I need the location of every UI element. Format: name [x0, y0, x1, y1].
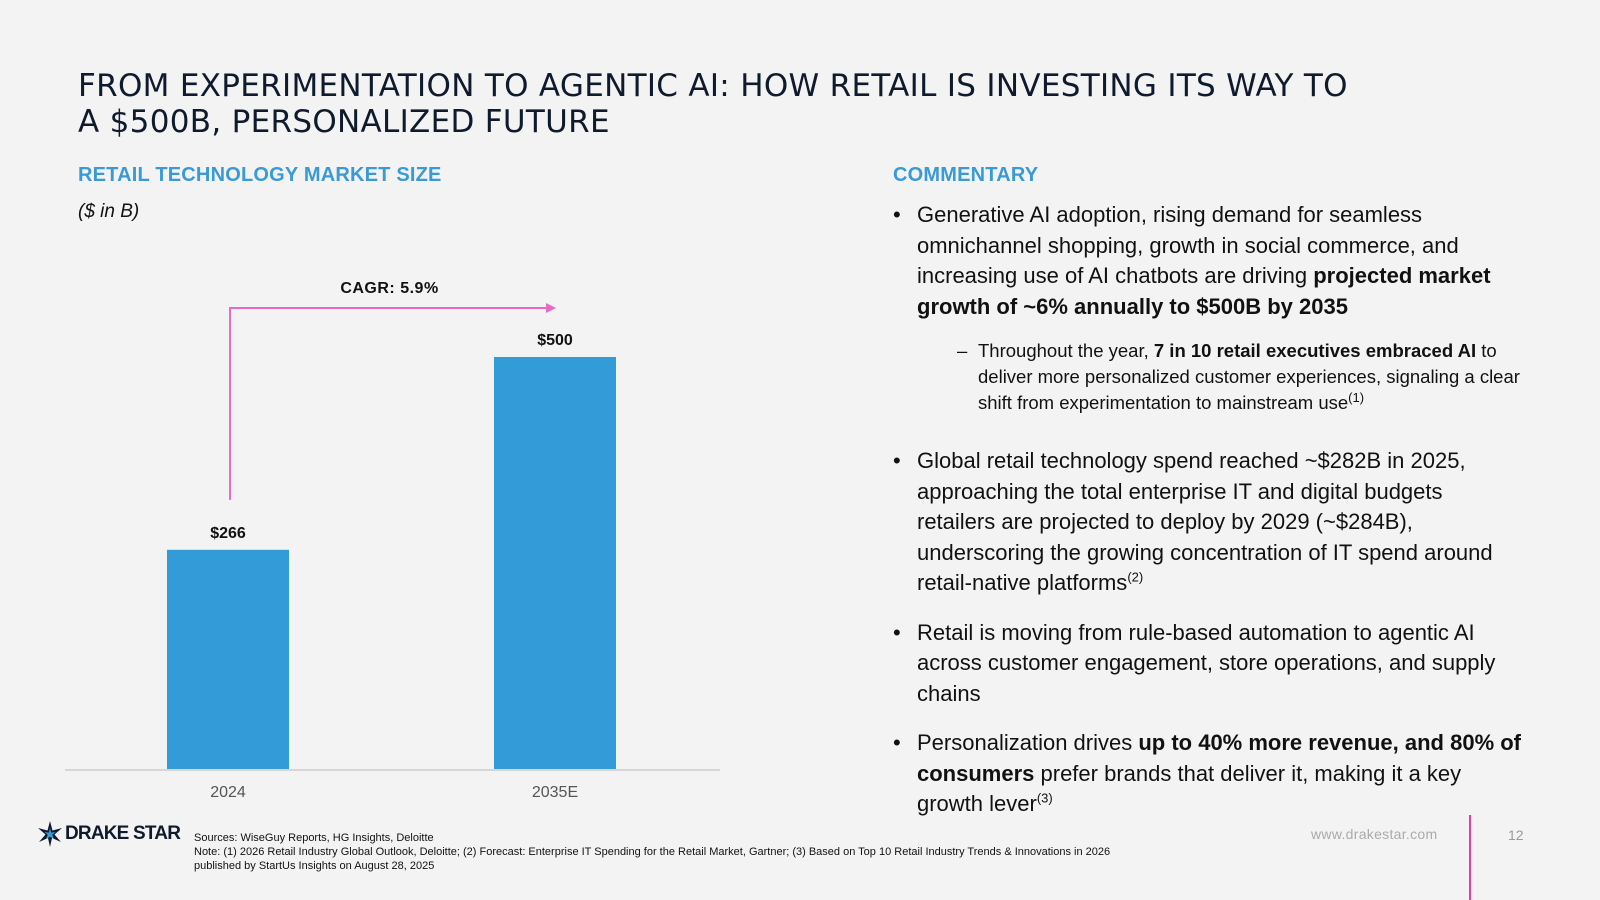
bullet-4-emphasis: up to 40% more revenue, and 80% of consu…: [917, 730, 1522, 786]
commentary-bullet-3: Retail is moving from rule-based automat…: [893, 618, 1523, 710]
drake-star-logo: DRAKE STAR: [36, 820, 181, 848]
footnote-ref-3: (3): [1036, 790, 1053, 806]
star-logo-icon: [38, 821, 62, 847]
page-number: 12: [1508, 827, 1524, 843]
footnote-ref-2: (2): [1127, 569, 1144, 585]
bullet-2-text: Global retail technology spend reached ~…: [917, 448, 1493, 595]
commentary-bullet-1: Generative AI adoption, rising demand fo…: [893, 200, 1523, 322]
bar-2024: [167, 549, 289, 769]
commentary-sub-bullet-1: – Throughout the year, 7 in 10 retail exe…: [957, 338, 1523, 416]
page-title-line-2: A $500B, PERSONALIZED FUTURE: [78, 104, 610, 140]
sub-bullet-dash: –: [957, 340, 968, 361]
bullet-3-text: Retail is moving from rule-based automat…: [917, 619, 1496, 706]
note-line-1: Note: (1) 2026 Retail Industry Global Ou…: [194, 846, 1111, 858]
sources-line: Sources: WiseGuy Reports, HG Insights, D…: [194, 832, 434, 844]
cagr-arrow: [229, 303, 556, 500]
bullet-1-text: Generative AI adoption, rising demand fo…: [917, 202, 1459, 288]
x-tick-2035E: 2035E: [532, 784, 578, 801]
sub-bullet-text-a: Throughout the year,: [978, 340, 1154, 361]
commentary-heading: COMMENTARY: [893, 164, 1039, 186]
data-label-2035E: $500: [537, 332, 573, 349]
page-title: FROM EXPERIMENTATION TO AGENTIC AI: HOW …: [78, 68, 1518, 140]
footnote-ref-1: (1): [1348, 389, 1365, 405]
bullet-1-emphasis: projected market growth of ~6% annually …: [917, 263, 1491, 319]
bullet-4-text-b: prefer brands that deliver it, making it…: [917, 760, 1462, 817]
sub-bullet-emphasis: 7 in 10 retail executives embraced AI: [1153, 340, 1477, 361]
page-title-line-1: FROM EXPERIMENTATION TO AGENTIC AI: HOW …: [78, 68, 1348, 104]
commentary-list: Generative AI adoption, rising demand fo…: [893, 200, 1523, 839]
chart-heading: RETAIL TECHNOLOGY MARKET SIZE: [78, 164, 442, 186]
note-line-2: published by StartUs Insights on August …: [194, 860, 435, 872]
chart-unit-label: ($ in B): [78, 201, 140, 222]
footer-divider: [1469, 815, 1471, 900]
website-link[interactable]: www.drakestar.com: [1311, 826, 1438, 842]
data-label-2024: $266: [210, 525, 246, 542]
x-tick-2024: 2024: [210, 784, 246, 801]
market-size-chart: $266 2024 $500 2035E CAGR: 5.9%: [65, 280, 720, 801]
commentary-bullet-4: Personalization drives up to 40% more re…: [893, 728, 1523, 820]
logo-wordmark: DRAKE STAR: [65, 823, 181, 844]
bar-2035E: [494, 357, 616, 769]
sub-bullet-text-b: to deliver more personalized customer ex…: [978, 340, 1520, 413]
commentary-bullet-2: Global retail technology spend reached ~…: [893, 446, 1523, 599]
cagr-label: CAGR: 5.9%: [340, 280, 438, 297]
bullet-4-text-a: Personalization drives: [917, 730, 1139, 755]
footnotes: Sources: WiseGuy Reports, HG Insights, D…: [194, 831, 1194, 873]
